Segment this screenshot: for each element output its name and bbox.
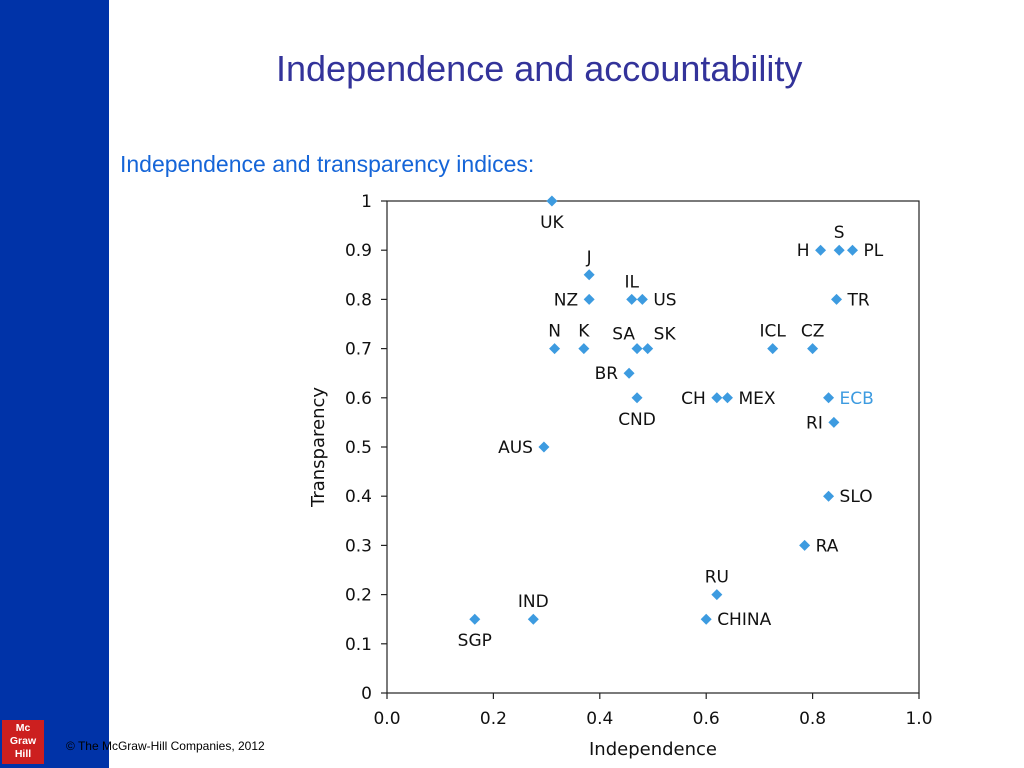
data-point-label: CH [681,389,706,409]
data-point-label: CND [618,410,656,430]
x-tick-label: 0.6 [693,709,720,729]
data-point-label: N [548,322,561,342]
y-tick-label: 0.9 [345,241,372,261]
data-point-marker [831,293,843,305]
data-point-label: SA [612,325,635,345]
data-point-label: ICL [760,322,787,342]
data-point-marker [631,343,643,355]
data-point-label: J [586,248,592,268]
data-point-marker [623,367,635,379]
data-point-marker [828,416,840,428]
data-points: UK J NZ IL US N K SA SK BR CND CH MEX ICL CZ H S PL TR ECB R… [458,195,884,651]
x-axis: 0.0 0.2 0.4 0.6 0.8 1.0 [373,693,933,729]
data-point-label: IND [518,592,549,612]
y-tick-label: 0 [361,684,372,704]
x-tick-label: 1.0 [905,709,932,729]
data-point-marker [721,392,733,404]
data-point-label: RI [806,413,823,433]
data-point-label: SLO [840,487,873,507]
data-point-label: SGP [458,631,492,651]
data-point-marker [549,343,561,355]
data-point-marker [700,613,712,625]
y-tick-label: 0.3 [345,536,372,556]
data-point-label: SK [654,325,677,345]
y-axis-label: Transparency [308,387,329,508]
data-point-marker [807,343,819,355]
data-point-label: CHINA [717,610,771,630]
data-point-marker [636,293,648,305]
y-tick-label: 0.2 [345,586,372,606]
data-point-marker [815,244,827,256]
y-tick-label: 0.1 [345,635,372,655]
data-point-marker [799,539,811,551]
data-point-marker [583,269,595,281]
data-point-label: US [653,290,676,310]
data-point-label: IL [624,272,639,292]
slide-title: Independence and accountability [276,48,803,89]
logo-line-2: Graw [9,735,37,747]
data-point-label: CZ [801,322,825,342]
data-point-label: H [797,241,810,261]
data-point-marker [626,293,638,305]
data-point-label: NZ [554,290,578,310]
x-tick-label: 0.8 [799,709,826,729]
data-point-marker [578,343,590,355]
y-tick-label: 0.5 [345,438,372,458]
y-tick-label: 0.7 [345,340,372,360]
plot-area-frame [386,200,920,694]
data-point-marker [823,490,835,502]
data-point-marker [823,392,835,404]
copyright-notice: © The McGraw-Hill Companies, 2012 [66,739,265,753]
data-point-label: PL [864,241,884,261]
data-point-marker [642,343,654,355]
data-point-marker [847,244,858,256]
mcgraw-hill-logo: Mc Graw Hill [2,720,44,764]
data-point-label: UK [540,213,564,233]
y-axis: 0 0.1 0.2 0.3 0.4 0.5 0.6 0.7 0.8 0.9 1 [345,192,387,704]
data-point-label: RU [705,568,729,588]
data-point-label: TR [847,290,870,310]
y-tick-label: 0.6 [345,389,372,409]
data-point-marker [631,392,643,404]
x-tick-label: 0.4 [586,709,613,729]
data-point-marker [711,392,723,404]
data-point-label: MEX [738,389,775,409]
y-tick-label: 0.4 [345,487,372,507]
data-point-marker [711,589,723,601]
data-point-label: K [578,322,590,342]
x-axis-label: Independence [589,739,717,760]
y-tick-label: 1 [361,192,372,212]
data-point-label: ECB [840,389,874,409]
data-point-marker [583,293,595,305]
data-point-marker [767,343,779,355]
slide-subtitle: Independence and transparency indices: [120,151,535,177]
data-point-marker [469,613,481,625]
sidebar-band [0,0,109,768]
data-point-label: AUS [498,438,533,458]
logo-line-3: Hill [14,748,32,760]
x-tick-label: 0.0 [373,709,400,729]
data-point-marker [538,441,550,453]
data-point-label: S [834,223,845,243]
data-point-label: RA [816,536,839,556]
data-point-label: BR [595,364,619,384]
data-point-marker [546,195,558,207]
data-point-marker [833,244,845,256]
data-point-marker [527,613,539,625]
y-tick-label: 0.8 [345,290,372,310]
logo-line-1: Mc [15,722,31,734]
x-tick-label: 0.2 [480,709,507,729]
